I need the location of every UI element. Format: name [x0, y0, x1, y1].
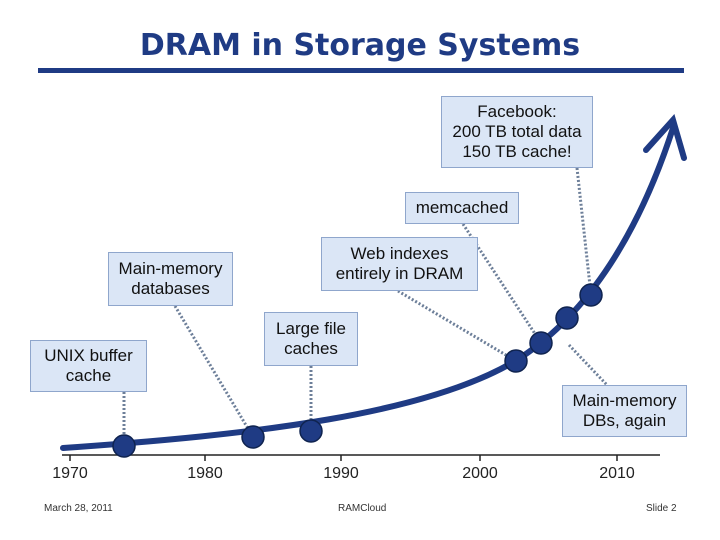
x-tick-label-1990: 1990 [323, 465, 359, 482]
connector-main-memory-databases [173, 305, 255, 438]
marker-main-memory-dbs-again [555, 306, 579, 330]
footer-center: RAMCloud [338, 503, 387, 514]
marker-web-indexes [504, 349, 528, 373]
slide-title: DRAM in Storage Systems [139, 28, 581, 63]
x-tick-label-2010: 2010 [599, 465, 635, 482]
title-underline [38, 68, 684, 73]
label-main-memory-databases: Main-memory databases [108, 252, 233, 306]
label-unix-buffer-cache: UNIX buffer cache [30, 340, 147, 392]
label-facebook: Facebook: 200 TB total data 150 TB cache… [441, 96, 593, 168]
label-large-file-caches: Large file caches [264, 312, 358, 366]
x-tick-label-2000: 2000 [462, 465, 498, 482]
label-main-memory-dbs-again: Main-memory DBs, again [562, 385, 687, 437]
connector-facebook [575, 167, 593, 296]
x-tick-label-1980: 1980 [187, 465, 223, 482]
slide-number: Slide 2 [646, 503, 677, 514]
connector-main-memory-dbs-again [567, 343, 609, 387]
x-tick-label-1970: 1970 [52, 465, 88, 482]
marker-main-memory-databases [241, 425, 265, 449]
connector-web-indexes [397, 289, 517, 363]
marker-memcached [529, 331, 553, 355]
marker-large-file-caches [299, 419, 323, 443]
label-memcached: memcached [405, 192, 519, 224]
marker-unix-buffer-cache [112, 434, 136, 458]
marker-facebook [579, 283, 603, 307]
growth-arrowhead [643, 113, 687, 161]
label-web-indexes: Web indexes entirely in DRAM [321, 237, 478, 291]
growth-curve [60, 125, 676, 451]
footer-date: March 28, 2011 [44, 503, 113, 514]
